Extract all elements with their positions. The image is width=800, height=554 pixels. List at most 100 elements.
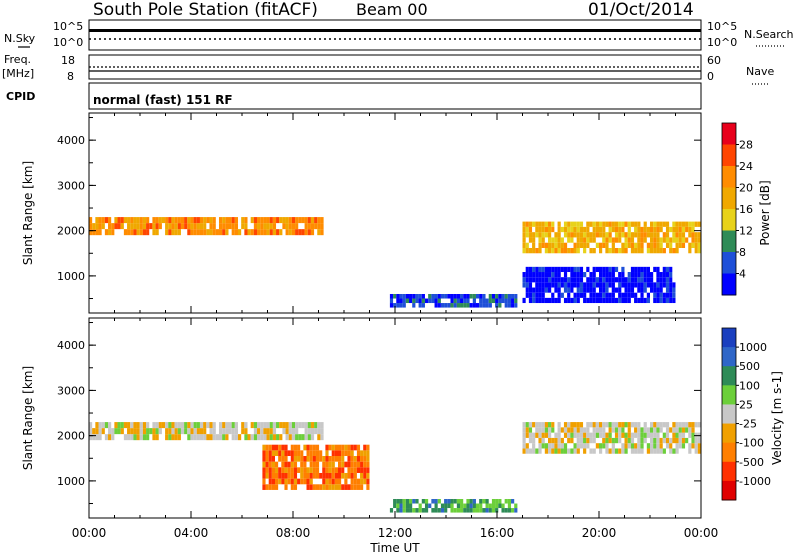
- power-cell: [595, 282, 599, 288]
- velocity-cell: [637, 422, 641, 428]
- power-cell: [583, 282, 587, 288]
- velocity-cell: [306, 456, 310, 462]
- power-cell: [640, 292, 644, 298]
- velocity-cell: [456, 508, 461, 513]
- velocity-cell: [328, 472, 332, 479]
- velocity-cell: [285, 422, 289, 429]
- power-cell: [599, 277, 603, 283]
- nsky-tick-top: 10^5: [53, 20, 83, 33]
- velocity-cell: [212, 434, 216, 441]
- power-cell: [592, 272, 596, 278]
- power-cell: [165, 223, 169, 230]
- time-tick-label: 00:00: [72, 526, 107, 540]
- velocity-cell: [514, 508, 518, 513]
- velocity-cell: [608, 427, 612, 433]
- velocity-cell: [389, 508, 394, 513]
- power-cell: [665, 272, 670, 278]
- power-cell: [279, 229, 283, 236]
- velocity-cell: [485, 498, 489, 504]
- power-cell: [409, 298, 413, 304]
- velocity-cell: [659, 437, 663, 444]
- power-cell: [608, 226, 612, 233]
- velocity-cell: [475, 503, 480, 509]
- power-cell: [656, 282, 660, 288]
- velocity-cell: [262, 467, 266, 473]
- velocity-cell: [334, 478, 338, 485]
- power-cell: [548, 287, 552, 293]
- velocity-cell: [621, 432, 625, 438]
- velocity-cell: [322, 472, 326, 479]
- power-cell: [187, 217, 191, 224]
- velocity-cell: [522, 432, 526, 438]
- power-cell: [231, 223, 235, 230]
- power-cell: [576, 226, 580, 233]
- velocity-cell: [694, 422, 698, 428]
- velocity-cell: [360, 484, 364, 490]
- velocity-cell: [360, 467, 364, 473]
- power-cell: [295, 223, 299, 230]
- velocity-cell: [399, 503, 403, 509]
- velocity-cell: [350, 478, 354, 485]
- velocity-cell: [570, 422, 574, 428]
- power-cell: [637, 272, 641, 278]
- power-cell: [634, 242, 638, 248]
- power-cell: [630, 272, 635, 278]
- power-cell: [672, 282, 676, 288]
- velocity-cell: [656, 448, 660, 454]
- velocity-cell: [300, 467, 304, 473]
- power-cell: [634, 297, 638, 304]
- velocity-cell: [595, 443, 599, 449]
- power-cell: [595, 221, 599, 227]
- velocity-cell: [685, 422, 689, 428]
- power-cell: [563, 297, 568, 304]
- power-cell: [528, 297, 533, 304]
- power-cell: [98, 223, 102, 230]
- velocity-cell: [656, 427, 660, 433]
- velocity-cell: [146, 422, 150, 429]
- velocity-cell: [139, 434, 143, 441]
- velocity-cell: [634, 448, 638, 454]
- velocity-cell: [284, 450, 288, 457]
- power-cell: [95, 223, 99, 230]
- velocity-cell: [557, 437, 561, 444]
- power-cell: [630, 221, 635, 227]
- velocity-cell: [665, 422, 670, 428]
- velocity-cell: [331, 444, 335, 451]
- velocity-cell: [268, 472, 272, 479]
- velocity-cell: [196, 428, 200, 435]
- velocity-cell: [271, 467, 275, 473]
- power-cell: [678, 221, 682, 227]
- velocity-cell: [532, 422, 536, 428]
- power-cell: [650, 287, 654, 293]
- power-cell: [288, 223, 292, 230]
- velocity-cell: [319, 472, 323, 479]
- power-cell: [570, 237, 574, 243]
- velocity-cell: [431, 498, 435, 504]
- velocity-cell: [618, 448, 622, 454]
- power-cell: [142, 223, 147, 230]
- velocity-cell: [347, 467, 351, 473]
- velocity-cell: [611, 427, 615, 433]
- power-cell: [608, 282, 612, 288]
- power-cell: [437, 293, 441, 299]
- power-cell: [579, 287, 584, 293]
- power-cell: [640, 277, 644, 283]
- velocity-cell: [300, 478, 304, 485]
- velocity-cell: [557, 422, 561, 428]
- power-cell: [665, 266, 670, 273]
- velocity-cell: [640, 432, 644, 438]
- power-cell: [646, 277, 650, 283]
- velocity-cell: [253, 434, 258, 441]
- velocity-cell: [659, 427, 663, 433]
- power-cell: [567, 287, 571, 293]
- velocity-cell: [488, 508, 492, 513]
- power-cell: [504, 303, 508, 308]
- velocity-cell: [288, 434, 292, 441]
- power-cell: [656, 226, 660, 233]
- power-cell: [298, 229, 302, 236]
- velocity-cell: [637, 427, 641, 433]
- power-cell: [260, 217, 264, 224]
- power-cell: [560, 242, 564, 248]
- power-cell: [544, 272, 548, 278]
- power-cell: [548, 237, 552, 243]
